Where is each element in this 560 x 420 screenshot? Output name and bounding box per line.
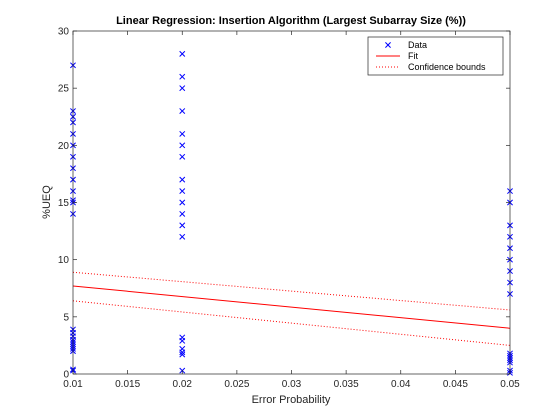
axes-layer: 0.01 0.015 0.02 0.025 0.03 0.035 0.04 0.045 0.05… [58, 27, 520, 391]
legend-label: Data [408, 40, 427, 50]
chart-title: Linear Regression: Insertion Algorithm (… [116, 15, 466, 27]
y-tick-label: 0 [63, 370, 69, 381]
y-tick-label: 20 [58, 141, 70, 152]
x-tick-label: 0.01 [63, 379, 83, 390]
y-axis-label: %UEQ [41, 185, 53, 219]
data-point [179, 351, 186, 358]
data-point [179, 349, 186, 356]
legend-label: Confidence bounds [408, 62, 486, 72]
plot-area [73, 31, 510, 374]
data-point [179, 130, 186, 137]
fit-line [72, 285, 511, 329]
data-point [179, 233, 186, 240]
x-tick-label: 0.05 [500, 379, 520, 390]
x-tick-label: 0.03 [282, 379, 302, 390]
data-point [179, 153, 186, 160]
data-point [179, 73, 186, 80]
confidence-bound-lower [72, 300, 511, 346]
x-tick-label: 0.035 [334, 379, 359, 390]
y-tick-label: 10 [58, 255, 70, 266]
data-point [179, 108, 186, 114]
legend-label: Fit [408, 51, 418, 61]
data-point [179, 142, 186, 149]
data-point [179, 176, 186, 183]
legend-swatch-data [385, 42, 391, 48]
x-tick-label: 0.025 [224, 379, 249, 390]
x-tick-label: 0.02 [173, 379, 193, 390]
x-axis-label: Error Probability [252, 394, 331, 406]
data-point [179, 85, 186, 92]
x-tick-label: 0.045 [443, 379, 468, 390]
data-point [179, 199, 186, 206]
y-tick-label: 25 [58, 84, 70, 95]
data-point [179, 222, 186, 229]
data-point [179, 337, 186, 344]
data-point [179, 50, 186, 57]
y-tick-label: 15 [58, 198, 70, 209]
data-point [179, 210, 186, 217]
confidence-bound-upper [72, 271, 511, 311]
x-tick-label: 0.04 [391, 379, 411, 390]
x-tick-label: 0.015 [115, 379, 140, 390]
y-tick-label: 30 [58, 27, 70, 38]
y-tick-label: 5 [63, 312, 69, 323]
data-point [179, 188, 186, 195]
